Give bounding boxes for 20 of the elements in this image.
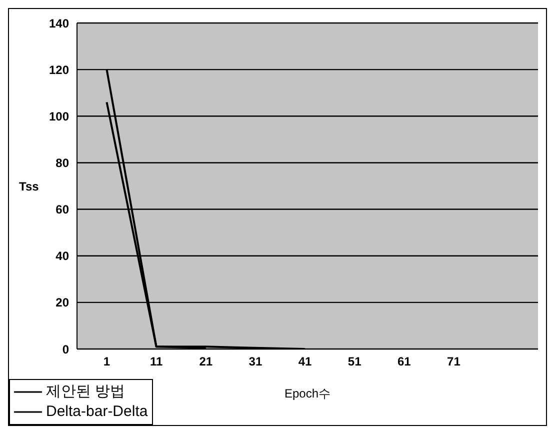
x-tick-label: 51 [348, 354, 362, 369]
y-axis-title: Tss [19, 179, 40, 194]
x-tick-label: 21 [199, 354, 213, 369]
x-tick-label: 41 [298, 354, 312, 369]
y-tick-label: 0 [62, 342, 70, 356]
x-tick-label: 61 [397, 354, 412, 369]
x-tick-label: 1 [103, 354, 110, 369]
y-tick-label: 120 [48, 62, 70, 77]
y-tick-label: 80 [56, 156, 70, 170]
x-tick-label: 31 [248, 354, 262, 369]
x-tick-label: 11 [150, 354, 163, 369]
x-axis-title: Epoch수 [284, 386, 331, 401]
y-tick-label: 100 [48, 109, 70, 124]
y-tick-label: 60 [56, 202, 70, 217]
y-tick-label: 40 [56, 249, 70, 264]
y-tick-label: 140 [48, 16, 70, 30]
y-tick-label: 20 [56, 296, 70, 310]
legend-label: 제안된 방법 [46, 382, 126, 402]
legend-label: Delta-bar-Delta [46, 402, 148, 422]
x-tick-label: 71 [447, 354, 461, 369]
